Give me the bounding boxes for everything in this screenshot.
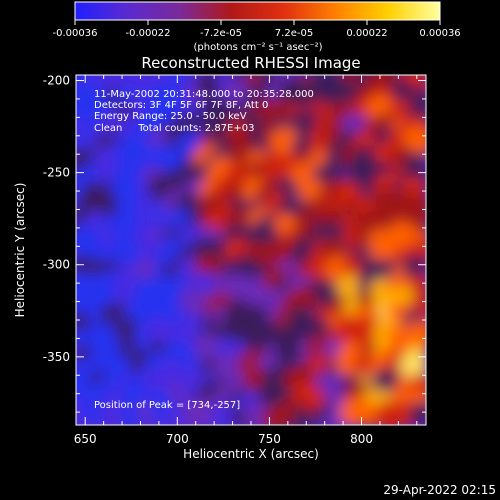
heatmap-blob [192, 271, 216, 295]
colorbar-tick-label: -0.00022 [126, 28, 171, 39]
heatmap-blob [98, 109, 127, 138]
footer-timestamp: 29-Apr-2022 02:15 [383, 483, 496, 497]
heatmap [76, 75, 426, 425]
colorbar-tick-label: 7.2e-05 [275, 28, 313, 39]
x-tick-label: 750 [258, 432, 281, 446]
heatmap-blob [165, 338, 188, 361]
heatmap-blob [409, 401, 426, 425]
heatmap-blob [290, 408, 313, 425]
x-axis-label: Heliocentric X (arcsec) [183, 447, 319, 461]
y-tick-label: -250 [43, 166, 70, 180]
x-tick-label: 700 [166, 432, 189, 446]
heatmap-blob [136, 261, 158, 283]
annotation-energy: Energy Range: 25.0 - 50.0 keV [94, 111, 247, 122]
colorbar-units: (photons cm⁻² s⁻¹ asec⁻²) [193, 42, 322, 53]
colorbar [74, 1, 441, 21]
heatmap-blob [222, 77, 252, 107]
annotation-time: 11-May-2002 20:31:48.000 to 20:35:28.000 [94, 89, 314, 100]
x-axis: 650 700 750 800 [74, 75, 418, 446]
heatmap-blob [257, 383, 280, 407]
annotation-block: 11-May-2002 20:31:48.000 to 20:35:28.000… [94, 89, 314, 134]
y-tick-label: -300 [43, 258, 70, 272]
colorbar-tick-label: 0.00022 [346, 28, 387, 39]
heatmap-blob [372, 367, 401, 397]
heatmap-blob [273, 213, 298, 237]
heatmap-blob [336, 274, 362, 300]
heatmap-blob [401, 254, 426, 280]
x-tick-label: 650 [74, 432, 97, 446]
heatmap-blob [399, 351, 426, 380]
colorbar-tick-label: -0.00036 [53, 28, 98, 39]
heatmap-blob [120, 409, 144, 425]
y-axis-label: Heliocentric Y (arcsec) [13, 183, 27, 318]
peak-position-label: Position of Peak = [734,-257] [94, 400, 240, 411]
y-axis: -200 -250 -300 -350 [43, 74, 426, 413]
heatmap-blob [405, 319, 426, 349]
heatmap-blob [98, 399, 123, 425]
colorbar-ticks: -0.00036 -0.00022 -7.2e-05 7.2e-05 0.00022 0.… [53, 20, 461, 39]
heatmap-blob [110, 238, 141, 268]
heatmap-blob [274, 334, 305, 365]
x-tick-label: 800 [350, 432, 373, 446]
heatmap-blob [76, 270, 94, 301]
heatmap-blob [257, 242, 279, 264]
heatmap-blob [160, 406, 184, 425]
y-tick-label: -200 [43, 74, 70, 88]
heatmap-blob [335, 180, 361, 206]
chart-title: Reconstructed RHESSI Image [141, 54, 360, 72]
colorbar-tick-label: 0.00036 [419, 28, 460, 39]
heatmap-blob [335, 349, 366, 379]
heatmap-blob [409, 274, 426, 295]
colorbar-tick-label: -7.2e-05 [200, 28, 242, 39]
annotation-detectors: Detectors: 3F 4F 5F 6F 7F 8F, Att 0 [94, 100, 268, 111]
y-tick-label: -350 [43, 350, 70, 364]
annotation-counts: Clean Total counts: 2.87E+03 [94, 123, 254, 134]
